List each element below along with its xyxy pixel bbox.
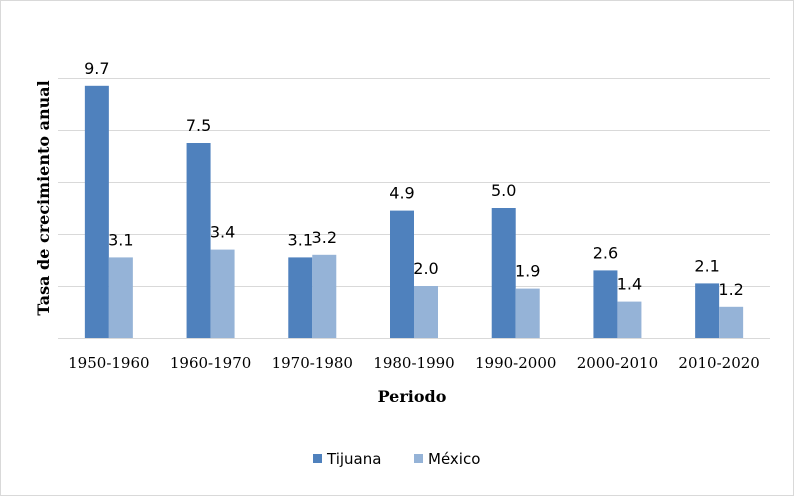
bar-mexico	[617, 301, 642, 338]
bar-mexico	[312, 254, 337, 338]
legend: Tijuana México	[313, 450, 480, 468]
x-axis-title: Periodo	[378, 387, 447, 406]
x-tick-label: 1970-1980	[272, 354, 353, 372]
x-tick-labels: 1950-1960 1960-1970 1970-1980 1980-1990 1990…	[68, 354, 760, 372]
data-label: 2.6	[593, 243, 618, 262]
bar-tijuana	[84, 85, 109, 338]
legend-swatch	[414, 454, 423, 463]
data-label: 7.5	[186, 116, 211, 135]
data-label: 2.1	[694, 256, 719, 275]
data-label: 4.9	[389, 184, 414, 203]
data-labels: 9.73.17.53.4 3.13.24.92.05.01.92.61.42.11…	[84, 59, 744, 299]
bars	[84, 85, 744, 338]
data-label: 3.2	[312, 228, 337, 247]
data-label: 1.2	[718, 280, 743, 299]
bar-mexico	[210, 249, 235, 338]
bar-mexico	[515, 288, 540, 338]
x-tick-label: 1980-1990	[373, 354, 454, 372]
x-tick-label: 1950-1960	[68, 354, 149, 372]
bar-tijuana	[695, 283, 720, 338]
bar-tijuana	[288, 257, 313, 338]
data-label: 3.4	[210, 223, 235, 242]
bar-mexico	[719, 306, 744, 338]
gridlines	[58, 78, 770, 339]
x-tick-label: 1960-1970	[170, 354, 251, 372]
bar-tijuana	[186, 143, 211, 338]
data-label: 5.0	[491, 181, 516, 200]
x-tick-label: 2010-2020	[678, 354, 759, 372]
legend-label: Tijuana	[326, 450, 381, 468]
data-label: 2.0	[413, 259, 438, 278]
legend-label: México	[428, 450, 480, 468]
data-label: 3.1	[288, 230, 313, 249]
data-label: 1.9	[515, 262, 540, 281]
bar-tijuana	[593, 270, 618, 338]
bar-mexico	[108, 257, 133, 338]
bar-mexico	[414, 286, 438, 338]
y-axis-title: Tasa de crecimiento anual	[34, 80, 53, 315]
x-tick-label: 2000-2010	[577, 354, 658, 372]
legend-swatch	[313, 454, 322, 463]
data-label: 3.1	[108, 230, 133, 249]
data-label: 9.7	[84, 59, 109, 78]
bar-tijuana	[390, 210, 414, 338]
bar-tijuana	[491, 208, 516, 338]
data-label: 1.4	[617, 275, 642, 294]
x-tick-label: 1990-2000	[475, 354, 556, 372]
